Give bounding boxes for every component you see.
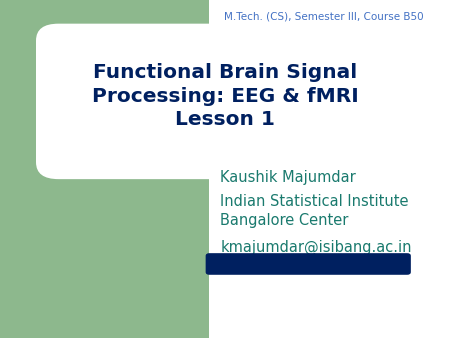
Text: Indian Statistical Institute
Bangalore Center: Indian Statistical Institute Bangalore C… — [220, 194, 409, 228]
FancyBboxPatch shape — [206, 253, 411, 275]
Text: Functional Brain Signal
Processing: EEG & fMRI
Lesson 1: Functional Brain Signal Processing: EEG … — [92, 63, 358, 129]
Bar — [0, 0, 209, 338]
Text: Kaushik Majumdar: Kaushik Majumdar — [220, 170, 356, 185]
Text: kmajumdar@isibang.ac.in: kmajumdar@isibang.ac.in — [220, 240, 412, 255]
FancyBboxPatch shape — [36, 24, 392, 179]
Text: M.Tech. (CS), Semester III, Course B50: M.Tech. (CS), Semester III, Course B50 — [224, 12, 424, 22]
